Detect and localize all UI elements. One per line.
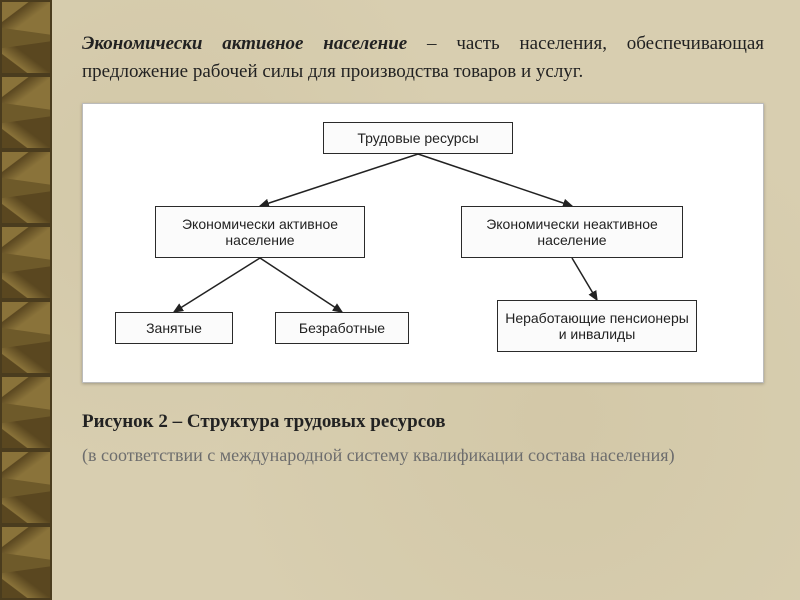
diagram-node-inactive: Экономически неактивное население	[461, 206, 683, 258]
border-tile	[0, 150, 52, 225]
border-tile	[0, 450, 52, 525]
caption-sub-text: в соответствии с международной систему к…	[88, 445, 669, 465]
border-tile	[0, 300, 52, 375]
border-tile	[0, 525, 52, 600]
border-tile	[0, 75, 52, 150]
definition-dash: –	[407, 33, 456, 54]
border-tile	[0, 225, 52, 300]
definition-paragraph: Экономически активное население – часть …	[82, 30, 764, 85]
border-tile	[0, 0, 52, 75]
border-tile	[0, 375, 52, 450]
diagram-node-root: Трудовые ресурсы	[323, 122, 513, 154]
diagram-container: Трудовые ресурсы Экономически активное на…	[82, 103, 764, 383]
decorative-left-border	[0, 0, 52, 600]
diagram-node-active: Экономически активное население	[155, 206, 365, 258]
diagram-node-pens: Неработающие пенсионеры и инвалиды	[497, 300, 697, 352]
caption-paren-close: )	[669, 445, 675, 465]
definition-term: Экономически активное население	[82, 33, 407, 54]
figure-caption-sub: (в соответствии с международной систему …	[82, 443, 764, 467]
slide-content: Экономически активное население – часть …	[52, 0, 800, 600]
diagram-node-unemp: Безработные	[275, 312, 409, 344]
figure-caption: Рисунок 2 – Структура трудовых ресурсов	[82, 411, 764, 433]
diagram-node-emp: Занятые	[115, 312, 233, 344]
